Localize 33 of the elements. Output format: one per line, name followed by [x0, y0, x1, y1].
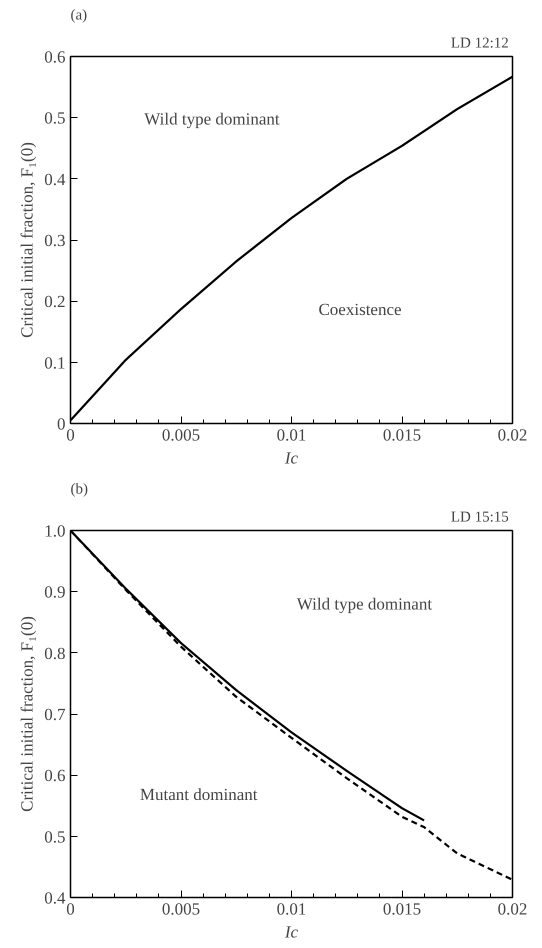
x-tick-label: 0.005	[162, 426, 200, 444]
y-tick-label: 1.0	[44, 522, 66, 540]
y-tick-label: 0.3	[44, 231, 66, 250]
x-tick-label: 0.01	[276, 426, 306, 444]
annotation: Wild type dominant	[144, 109, 280, 128]
x-tick-label: 0.015	[382, 426, 422, 444]
x-tick-label: 0.02	[498, 900, 528, 918]
y-tick-label: 0.6	[44, 766, 66, 786]
y-tick-label: 0.8	[44, 644, 66, 663]
y-tick-label: 0.5	[44, 827, 66, 846]
chart-title: (a)	[70, 8, 88, 24]
y-tick-label: 0.1	[44, 353, 66, 372]
y-tick-label: 0.4	[44, 888, 66, 908]
y-axis-title: Critical initial fraction, F₁(0)	[17, 142, 36, 338]
x-axis-title: Ic	[284, 922, 299, 942]
annotation: Wild type dominant	[296, 594, 432, 614]
y-tick-label: 0.4	[44, 170, 66, 189]
x-axis-title: Ic	[284, 448, 299, 468]
y-tick-label: 0.7	[44, 705, 66, 724]
y-axis-title: Critical initial fraction, F₁(0)	[17, 616, 36, 812]
x-tick-label: 0.005	[162, 900, 200, 918]
x-tick-label: 0.01	[276, 900, 306, 918]
y-tick-label: 0.9	[44, 582, 66, 602]
chart-subtitle: LD 15:15	[450, 510, 509, 526]
y-tick-label: 0.2	[44, 292, 66, 312]
annotation: Coexistence	[318, 300, 402, 320]
chart-subtitle: LD 12:12	[450, 36, 509, 52]
x-tick-label: 0.02	[498, 426, 528, 444]
y-tick-label: 0.6	[44, 48, 66, 66]
annotation: Mutant dominant	[140, 785, 258, 804]
y-tick-label: 0.5	[44, 108, 66, 128]
chart-title: (b)	[70, 482, 88, 498]
x-tick-label: 0.015	[382, 900, 422, 918]
